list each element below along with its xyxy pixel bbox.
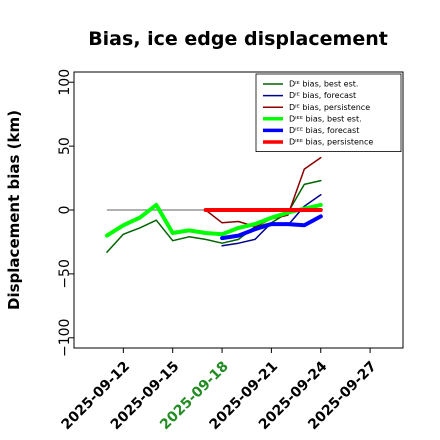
series-line-3 [204, 156, 322, 228]
series-line-5 [220, 214, 323, 241]
series-line-4 [104, 202, 323, 238]
y-tick-label: 50 [57, 137, 73, 155]
y-tick-label: 100 [57, 69, 73, 96]
series-line-2 [221, 193, 322, 247]
legend-label: Dᴵᴱᴱ bias, best est. [289, 114, 362, 123]
y-tick-label: 0 [57, 206, 73, 215]
y-axis-label: Displacement bias (km) [5, 110, 23, 310]
legend: Dᴵᴱ bias, best est. Dᴵᴱ bias, forecast Dᴵᴱ… [255, 73, 402, 152]
y-tick-label: −100 [57, 319, 73, 357]
plot-area: 100500−50−1002025-09-122025-09-152025-09… [57, 69, 404, 433]
chart-title: Bias, ice edge displacement [88, 28, 388, 50]
legend-label: Dᴵᴱᴱ bias, forecast [289, 126, 359, 135]
legend-label: Dᴵᴱ bias, persistence [289, 103, 370, 112]
y-tick-label: −50 [57, 259, 73, 289]
legend-label: Dᴵᴱ bias, forecast [289, 91, 356, 100]
legend-frame [255, 73, 402, 152]
legend-label: Dᴵᴱᴱ bias, persistence [289, 138, 373, 147]
legend-label: Dᴵᴱ bias, best est. [289, 80, 358, 89]
